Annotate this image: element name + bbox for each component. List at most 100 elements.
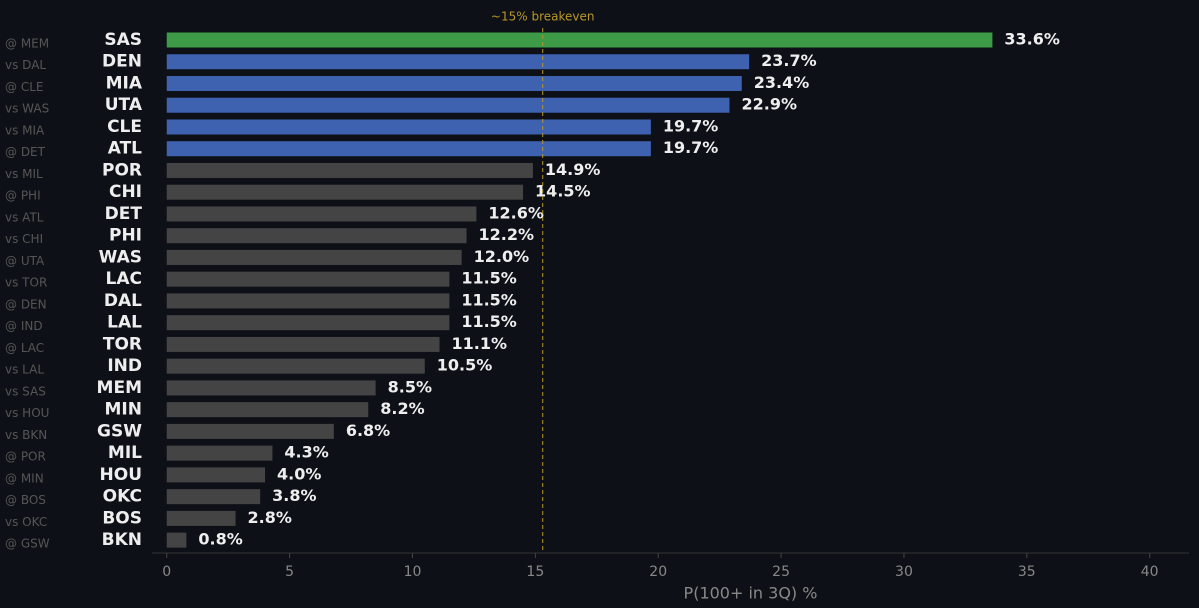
bar [166, 336, 440, 352]
value-label: 10.5% [437, 356, 493, 375]
x-tick-label: 20 [649, 564, 667, 580]
bar [166, 271, 450, 287]
y-tick-label: UTA [105, 95, 143, 115]
value-label: 2.8% [248, 508, 292, 527]
matchup-label: @ LAC [5, 341, 44, 355]
matchup-label: @ PHI [5, 189, 41, 203]
y-tick-label: LAC [106, 269, 142, 289]
value-label: 3.8% [272, 486, 316, 505]
value-label: 12.2% [479, 225, 535, 244]
y-tick-label: BKN [102, 530, 142, 550]
bar [166, 228, 467, 244]
matchup-label: @ DET [5, 145, 46, 159]
y-tick-label: IND [107, 356, 142, 376]
bar [166, 249, 462, 265]
matchup-label: vs SAS [5, 384, 46, 398]
y-tick-label: OKC [103, 487, 142, 507]
matchup-label: vs OKC [5, 515, 47, 529]
bar [166, 141, 651, 157]
bar [166, 184, 524, 200]
matchup-label: @ MEM [5, 37, 49, 51]
x-tick-label: 5 [285, 564, 294, 580]
value-label: 4.3% [284, 443, 328, 462]
bar [166, 32, 993, 48]
matchup-label: @ IND [5, 319, 43, 333]
bar [166, 54, 750, 70]
bar [166, 162, 533, 178]
matchup-label: @ UTA [5, 254, 45, 268]
y-tick-label: POR [102, 160, 142, 180]
value-label: 11.1% [452, 334, 508, 353]
y-tick-label: ATL [108, 139, 142, 159]
y-tick-label: WAS [99, 247, 142, 267]
matchup-label: vs BKN [5, 428, 47, 442]
matchup-label: vs MIA [5, 123, 45, 137]
value-label: 6.8% [346, 421, 390, 440]
y-tick-label: DEN [102, 52, 142, 72]
y-tick-label: SAS [104, 30, 142, 50]
value-label: 23.7% [761, 51, 817, 70]
matchup-label: @ POR [5, 450, 46, 464]
value-label: 19.7% [663, 138, 719, 157]
value-label: 4.0% [277, 464, 321, 483]
bar [166, 423, 334, 439]
y-tick-label: MIA [106, 73, 143, 93]
value-label: 33.6% [1004, 30, 1060, 49]
y-tick-label: CHI [109, 182, 142, 202]
value-label: 19.7% [663, 116, 719, 135]
value-label: 11.5% [461, 290, 517, 309]
matchup-label: vs DAL [5, 58, 46, 72]
matchup-label: @ DEN [5, 297, 47, 311]
y-tick-label: PHI [109, 226, 142, 246]
bar [166, 206, 477, 222]
matchup-label: @ GSW [5, 537, 50, 551]
x-tick-label: 30 [895, 564, 913, 580]
y-tick-label: LAL [107, 313, 142, 333]
bar [166, 380, 376, 396]
y-tick-label: MIL [108, 443, 142, 463]
y-tick-label: MEM [97, 378, 142, 398]
value-label: 12.6% [488, 203, 544, 222]
bar [166, 467, 266, 483]
x-axis-label: P(100+ in 3Q) % [684, 584, 818, 603]
matchup-label: @ MIN [5, 471, 44, 485]
x-tick-label: 0 [162, 564, 171, 580]
matchup-label: vs ATL [5, 210, 44, 224]
value-label: 8.2% [380, 399, 424, 418]
bar [166, 97, 730, 113]
bar [166, 119, 651, 135]
matchup-label: vs WAS [5, 102, 49, 116]
bar [166, 75, 742, 91]
y-tick-label: HOU [100, 465, 142, 485]
y-tick-label: GSW [97, 421, 142, 441]
x-tick-label: 25 [772, 564, 790, 580]
y-tick-label: DET [105, 204, 143, 224]
value-label: 11.5% [461, 312, 517, 331]
x-tick-label: 40 [1141, 564, 1159, 580]
x-tick-label: 15 [526, 564, 544, 580]
bar [166, 293, 450, 309]
bar [166, 315, 450, 331]
value-label: 23.4% [754, 73, 810, 92]
bar [166, 402, 369, 418]
matchup-label: vs LAL [5, 363, 44, 377]
value-label: 8.5% [388, 377, 432, 396]
reference-label: ~15% breakeven [491, 10, 595, 24]
y-tick-label: CLE [107, 117, 142, 137]
matchup-label: @ CLE [5, 80, 43, 94]
x-tick-label: 35 [1018, 564, 1036, 580]
bar [166, 358, 425, 374]
bar [166, 510, 236, 526]
bar [166, 445, 273, 461]
matchup-label: vs CHI [5, 232, 43, 246]
value-label: 12.0% [474, 247, 530, 266]
x-tick-label: 10 [404, 564, 422, 580]
matchup-label: vs MIL [5, 167, 43, 181]
value-label: 22.9% [741, 95, 797, 114]
y-tick-label: TOR [103, 334, 142, 354]
value-label: 0.8% [198, 530, 242, 549]
matchup-label: @ BOS [5, 493, 46, 507]
bar [166, 489, 261, 505]
y-tick-label: DAL [104, 291, 142, 311]
